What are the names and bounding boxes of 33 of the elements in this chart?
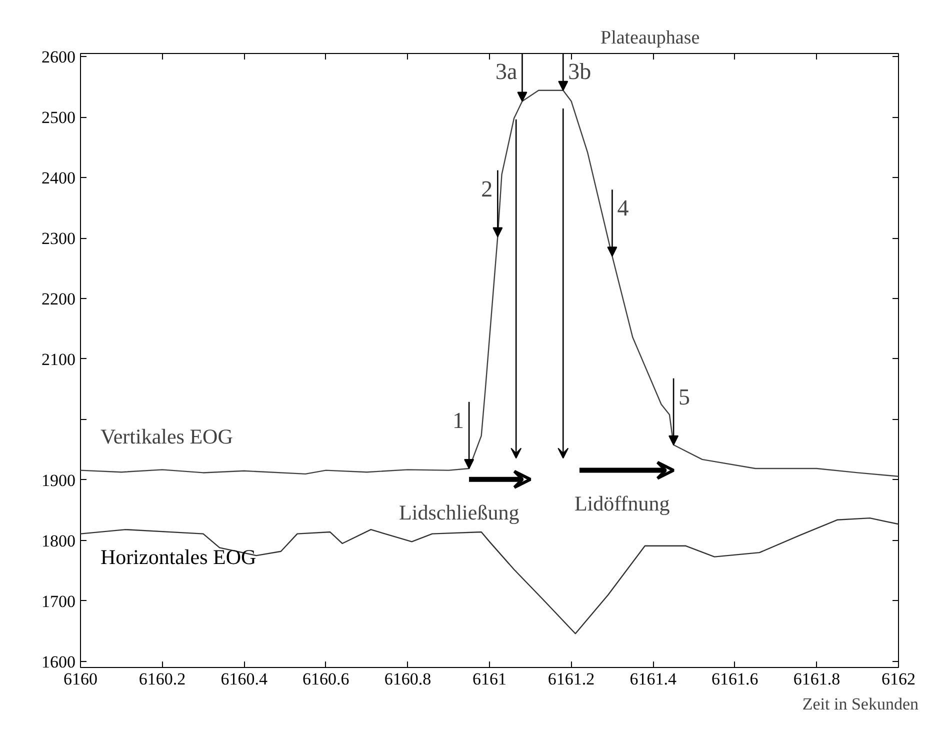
x-tick-label: 6162 [882, 670, 916, 688]
x-tick-label: 6160.6 [302, 670, 350, 688]
x-tick-label: 6161.8 [793, 670, 840, 688]
series-label: Horizontales EOG [100, 544, 256, 569]
y-tick-label: 2400 [42, 168, 76, 188]
annotation: 2 [481, 176, 493, 202]
annotation: Lidschließung [399, 500, 520, 524]
y-tick-label: 2100 [42, 350, 76, 369]
annotation: Lidöffnung [574, 491, 670, 516]
y-tick-label: 1900 [42, 470, 76, 490]
series-label: Vertikales EOG [100, 424, 233, 448]
annotation: 5 [678, 384, 690, 410]
x-tick-label: 6160.2 [138, 670, 186, 688]
annotation: 3a [496, 59, 518, 84]
x-tick-label: 6161 [472, 670, 506, 688]
y-tick-label: 2200 [42, 289, 76, 308]
y-tick-label: 1800 [42, 531, 76, 550]
annotation: 1 [452, 408, 464, 433]
x-tick-label: 6160.4 [220, 670, 268, 688]
y-tick-label: 2300 [42, 229, 76, 248]
x-tick-label: 6161.6 [712, 670, 758, 688]
x-tick-label: 6161.4 [630, 670, 677, 688]
y-tick-label: 2500 [42, 108, 76, 128]
x-tick-label: 6160 [64, 670, 98, 688]
x-axis-title: Zeit in Sekunden [802, 694, 919, 714]
y-tick-label: 1700 [42, 592, 76, 611]
x-tick-label: 6161.2 [548, 670, 595, 688]
x-tick-label: 6160.8 [384, 670, 432, 688]
y-tick-label: 2600 [42, 48, 76, 67]
annotation: 4 [617, 196, 630, 221]
annotation: 3b [568, 59, 592, 84]
text: Plateauphase [600, 28, 700, 48]
y-tick-label: 1600 [42, 652, 76, 672]
